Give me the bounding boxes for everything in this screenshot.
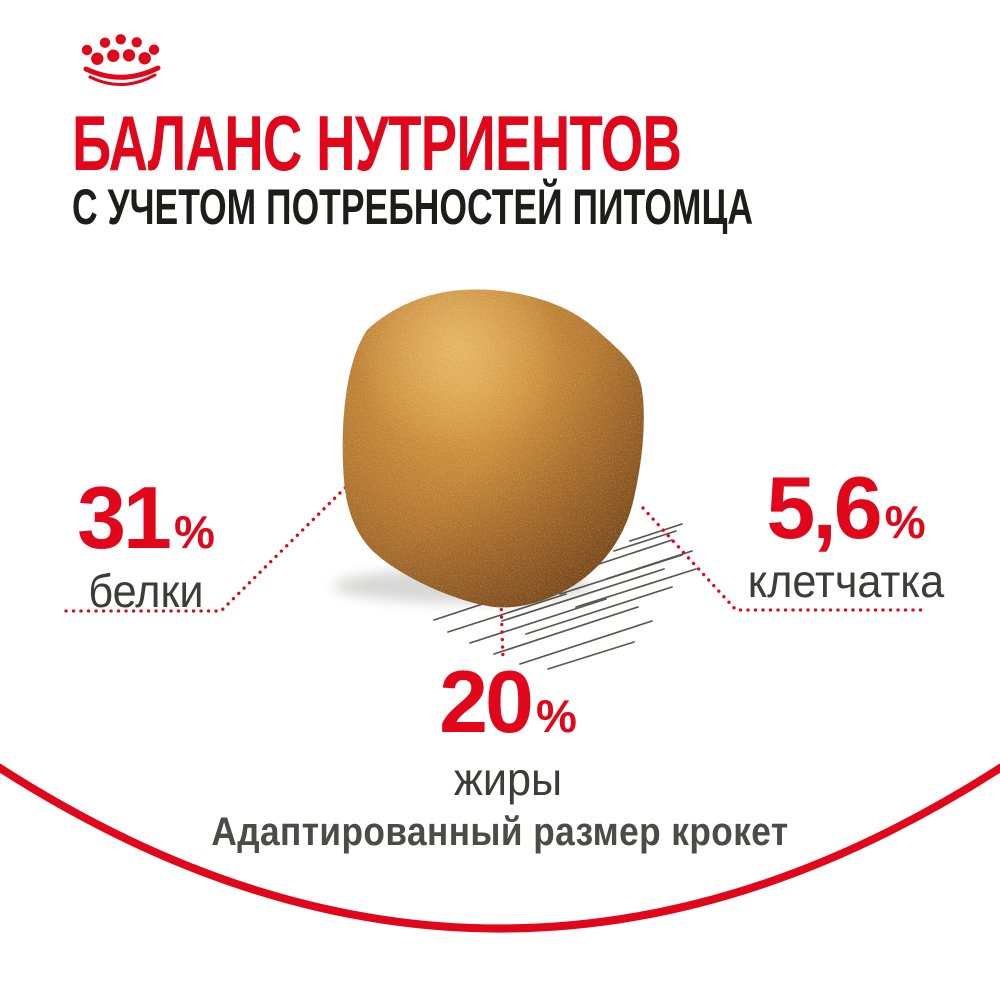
fat-label: жиры [453,753,563,805]
kibble-image [342,289,644,608]
royal-canin-crown-logo [81,34,161,87]
fiber-percent: 5,6% [726,464,966,552]
protein-value: 31 [77,468,172,567]
fiber-label: клетчатка [747,555,945,607]
protein-label: белки [88,565,204,617]
footer-caption-row: Адаптированный размер крокет [0,810,1000,854]
protein-percent: 31% [36,474,256,562]
crown-band-arc [83,65,161,80]
page-subtitle: С УЧЕТОМ ПОТРЕБНОСТЕЙ ПИТОМЦА [72,179,754,235]
fat-unit: % [535,690,577,742]
callout-fiber: 5,6% клетчатка [726,464,966,607]
protein-unit: % [173,506,215,558]
callout-protein: 31% белки [36,474,256,617]
fat-percent: 20% [398,658,618,746]
callout-fat: 20% жиры [398,658,618,805]
page-title: БАЛАНС НУТРИЕНТОВ [72,99,682,187]
footer-caption: Адаптированный размер крокет [211,810,789,854]
fiber-value: 5,6 [766,458,882,557]
crown-lower-arc [88,73,157,87]
fiber-unit: % [884,496,926,548]
fat-value: 20 [439,652,534,751]
